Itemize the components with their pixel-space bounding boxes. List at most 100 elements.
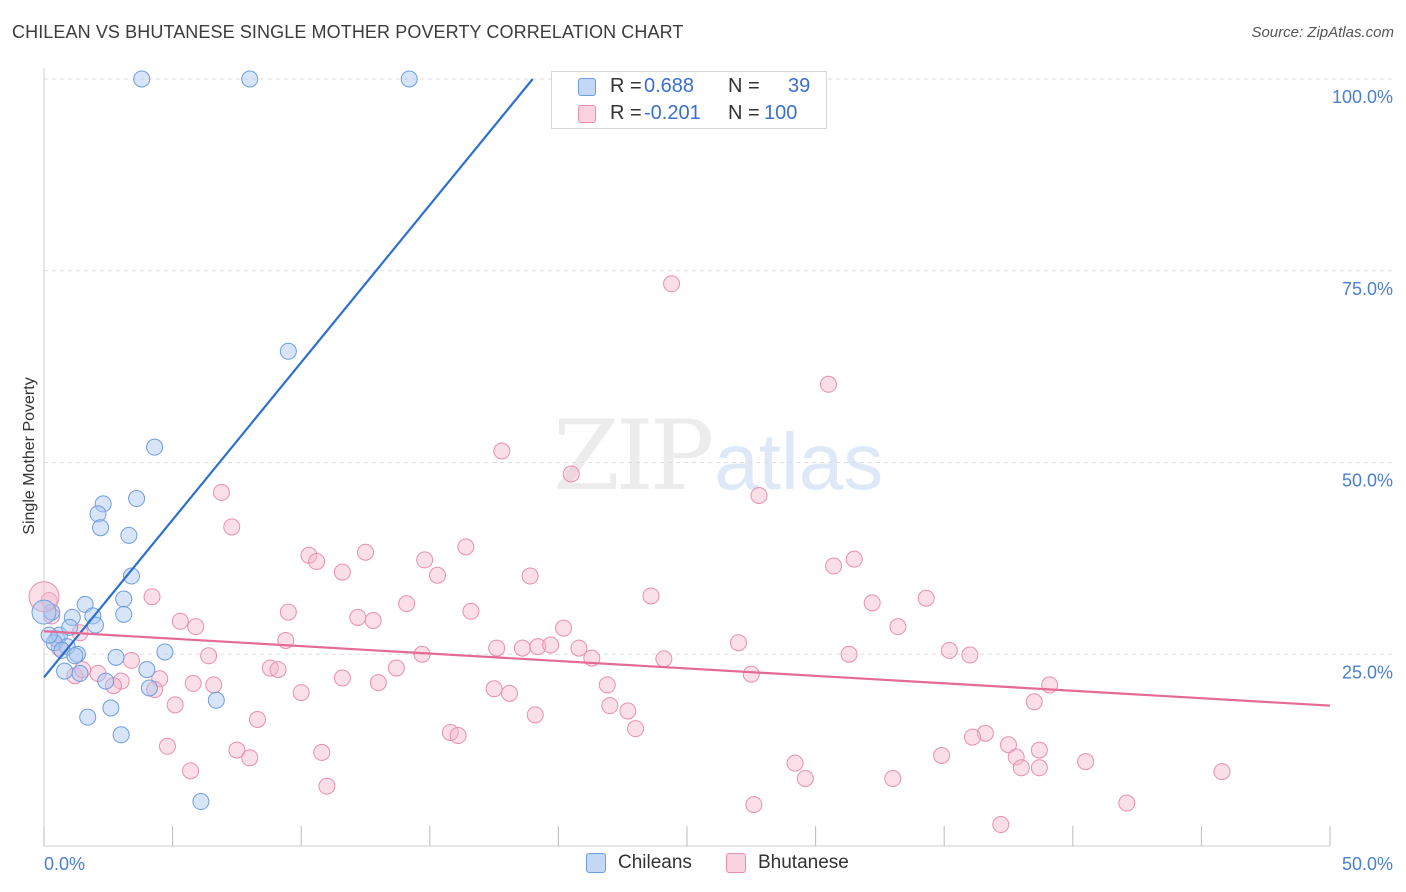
- point-chileans: [71, 664, 89, 682]
- point-bhutanese: [976, 724, 994, 742]
- point-bhutanese: [184, 674, 202, 692]
- point-bhutanese: [1000, 736, 1017, 754]
- point-bhutanese: [940, 641, 958, 659]
- point-bhutanese: [212, 483, 230, 501]
- point-bhutanese: [742, 665, 760, 683]
- point-bhutanese: [1077, 753, 1095, 771]
- point-bhutanese: [796, 770, 814, 788]
- point-bhutanese: [513, 639, 531, 657]
- source-label: Source: ZipAtlas.com: [1251, 24, 1394, 41]
- point-chileans: [102, 699, 120, 717]
- legend-row-bhutanese: R = -0.201 N = 100: [552, 102, 826, 126]
- watermark-atlas: atlas: [714, 417, 884, 506]
- point-bhutanese: [601, 697, 619, 715]
- point-bhutanese: [205, 676, 223, 694]
- point-bhutanese: [1012, 759, 1030, 777]
- legend-label-chileans: Chileans: [618, 852, 692, 873]
- point-bhutanese: [485, 680, 503, 698]
- y-tick-label: 25.0%: [1342, 662, 1393, 682]
- point-bhutanese: [171, 612, 189, 630]
- x-tick-label: 50.0%: [1342, 854, 1393, 874]
- point-bhutanese: [241, 749, 259, 767]
- point-chileans: [241, 70, 259, 88]
- point-bhutanese: [28, 581, 60, 613]
- y-tick-label: 100.0%: [1332, 87, 1393, 107]
- legend-n-label: N =: [728, 102, 760, 124]
- point-bhutanese: [187, 618, 205, 636]
- point-bhutanese: [1030, 741, 1048, 759]
- point-bhutanese: [349, 608, 367, 626]
- legend-r-label: R =: [610, 75, 642, 97]
- point-bhutanese: [627, 720, 645, 738]
- point-bhutanese: [166, 696, 184, 714]
- point-bhutanese: [462, 602, 480, 620]
- point-bhutanese: [655, 650, 673, 668]
- point-bhutanese: [398, 595, 416, 613]
- legend-r-value: -0.201: [644, 102, 701, 124]
- point-bhutanese: [493, 442, 511, 460]
- point-bhutanese: [292, 684, 310, 702]
- point-bhutanese: [555, 619, 573, 637]
- point-bhutanese: [529, 638, 547, 656]
- point-chileans: [97, 672, 115, 690]
- point-bhutanese: [642, 587, 660, 605]
- point-chileans: [79, 708, 97, 726]
- point-bhutanese: [1030, 759, 1048, 777]
- point-chileans: [40, 626, 58, 644]
- point-bhutanese: [825, 557, 843, 575]
- point-chileans: [68, 645, 86, 663]
- legend-n-value: 100: [764, 102, 798, 124]
- point-chileans: [207, 691, 225, 709]
- chart-title: CHILEAN VS BHUTANESE SINGLE MOTHER POVER…: [12, 22, 684, 42]
- point-chileans: [140, 679, 158, 697]
- point-bhutanese: [598, 676, 616, 694]
- point-bhutanese: [786, 754, 804, 772]
- stats-legend: R = 0.688 N = 39 R = -0.201 N = 100: [551, 71, 827, 129]
- y-tick-label: 75.0%: [1342, 279, 1393, 299]
- point-chileans: [156, 643, 174, 661]
- point-chileans: [192, 793, 210, 811]
- point-chileans: [94, 495, 112, 513]
- point-bhutanese: [1213, 763, 1231, 781]
- point-bhutanese: [992, 816, 1010, 834]
- point-bhutanese: [158, 737, 176, 755]
- point-bhutanese: [1007, 748, 1025, 766]
- point-chileans: [122, 567, 140, 585]
- point-bhutanese: [122, 651, 140, 669]
- watermark: ZIPatlas: [553, 400, 883, 512]
- point-bhutanese: [269, 661, 287, 679]
- series-legend: Chileans Bhutanese: [0, 852, 1406, 876]
- legend-swatch-bhutanese: [726, 853, 746, 873]
- point-bhutanese: [750, 486, 768, 504]
- legend-swatch-chileans: [578, 78, 596, 96]
- point-bhutanese: [457, 538, 475, 556]
- point-bhutanese: [449, 727, 467, 745]
- point-bhutanese: [961, 646, 979, 664]
- point-bhutanese: [200, 647, 218, 665]
- point-bhutanese: [308, 552, 326, 570]
- point-bhutanese: [143, 588, 161, 606]
- legend-label-bhutanese: Bhutanese: [758, 852, 849, 873]
- point-bhutanese: [619, 702, 637, 720]
- point-bhutanese: [745, 796, 763, 814]
- point-chileans: [133, 70, 151, 88]
- trendline-chileans: [43, 78, 534, 678]
- point-bhutanese: [663, 275, 681, 293]
- legend-swatch-bhutanese: [578, 105, 596, 123]
- point-bhutanese: [369, 674, 387, 692]
- point-bhutanese: [863, 594, 881, 612]
- point-bhutanese: [501, 684, 519, 702]
- point-bhutanese: [729, 634, 747, 652]
- point-chileans: [146, 438, 164, 456]
- point-bhutanese: [889, 618, 907, 636]
- point-bhutanese: [488, 639, 506, 657]
- point-bhutanese: [1118, 794, 1136, 812]
- x-tick-label: 0.0%: [44, 854, 85, 874]
- point-bhutanese: [840, 645, 858, 663]
- point-chileans: [120, 526, 138, 544]
- y-axis-title: Single Mother Poverty: [21, 377, 38, 534]
- point-chileans: [128, 490, 146, 508]
- legend-r-value: 0.688: [644, 75, 695, 97]
- point-bhutanese: [521, 567, 539, 585]
